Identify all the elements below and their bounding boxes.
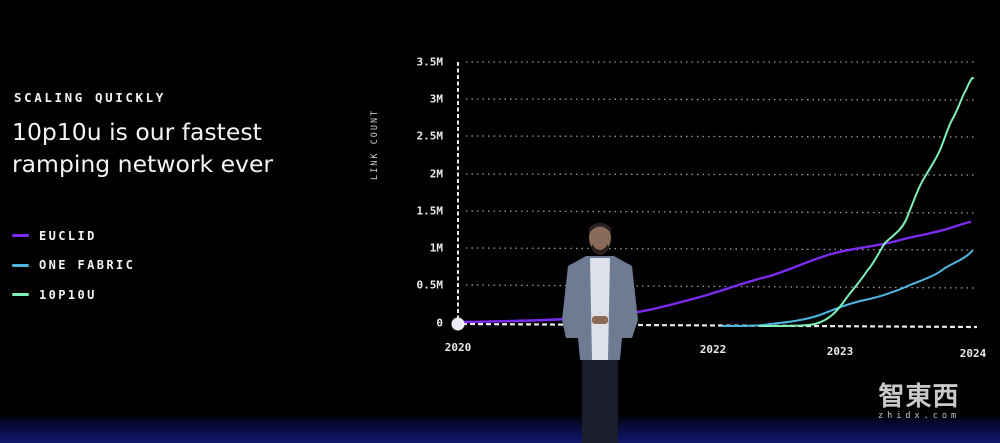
series-one-fabric-line [721, 250, 973, 327]
legend-swatch-one-fabric [12, 263, 29, 267]
legend-label: 10P10U [39, 287, 97, 302]
series-euclid-line [460, 220, 972, 324]
legend-item-one-fabric: ONE FABRIC [12, 251, 135, 281]
chart-legend: EUCLID ONE FABRIC 10P10U [12, 221, 135, 310]
y-tick: 0.5M [416, 278, 444, 292]
stage-floor [0, 417, 1000, 443]
legend-item-10p10u: 10P10U [12, 280, 135, 310]
gridlines [465, 61, 976, 289]
legend-swatch-euclid [12, 234, 29, 238]
legend-item-euclid: EUCLID [12, 221, 135, 251]
x-axis [461, 322, 978, 329]
y-tick: 1M [429, 241, 443, 255]
slide-headline: 10p10u is our fastest ramping network ev… [12, 118, 274, 178]
y-tick: 3M [429, 92, 443, 106]
x-tick: 2023 [826, 345, 854, 358]
watermark: 智東西 zhidx.com [878, 376, 960, 421]
y-tick: 2.5M [416, 129, 444, 143]
presenter-figure [562, 222, 638, 443]
watermark-url: zhidx.com [878, 411, 961, 421]
y-tick: 3.5M [416, 55, 444, 69]
x-tick: 2020 [444, 341, 472, 354]
legend-label: EUCLID [39, 228, 97, 243]
legend-swatch-10p10u [12, 293, 29, 297]
slide-kicker: SCALING QUICKLY [14, 90, 166, 105]
series-10p10u-line [759, 76, 974, 327]
watermark-brand: 智東西 [878, 382, 960, 412]
legend-label: ONE FABRIC [39, 258, 136, 273]
y-tick: 0 [436, 316, 443, 330]
x-tick: 2022 [699, 343, 727, 356]
origin-marker [451, 317, 465, 331]
y-tick: 2M [429, 167, 443, 181]
x-tick: 2024 [959, 347, 987, 360]
y-tick: 1.5M [416, 204, 444, 218]
